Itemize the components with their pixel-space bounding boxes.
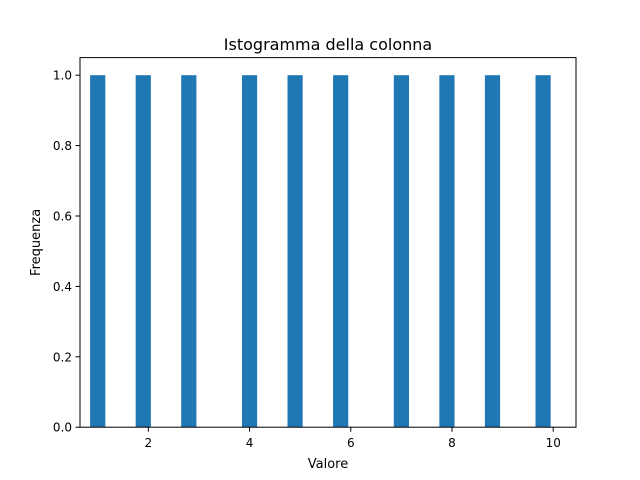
bars-group: [90, 75, 551, 428]
histogram-bar-5: [287, 75, 303, 428]
histogram-bar-1: [90, 75, 106, 428]
y-tick-label: 0.4: [53, 280, 72, 294]
y-ticks: 0.0 0.2 0.4 0.6 0.8 1.0: [53, 69, 80, 435]
histogram-bar-4: [241, 75, 258, 428]
histogram-bar-7: [393, 75, 409, 428]
histogram-bar-10: [535, 75, 551, 428]
y-tick-label: 0.6: [53, 210, 72, 224]
histogram-bar-2: [135, 75, 151, 428]
y-axis-label: Frequenza: [29, 209, 44, 276]
y-tick-label: 0.8: [53, 139, 72, 153]
histogram-bar-8: [439, 75, 455, 428]
histogram-bar-6: [333, 75, 349, 428]
x-tick-label: 6: [347, 436, 355, 450]
y-tick-label: 1.0: [53, 69, 72, 83]
x-tick-label: 10: [546, 436, 561, 450]
x-ticks: 2 4 6 8 10: [145, 427, 561, 450]
y-tick-label: 0.0: [53, 421, 72, 435]
x-tick-label: 8: [448, 436, 456, 450]
histogram-bar-3: [181, 75, 197, 428]
y-tick-label: 0.2: [53, 350, 72, 364]
histogram-bar-9: [484, 75, 501, 428]
chart-title: Istogramma della colonna: [224, 35, 432, 54]
x-tick-label: 2: [145, 436, 153, 450]
plot-frame: [79, 57, 577, 428]
x-axis-label: Valore: [308, 457, 348, 472]
x-tick-label: 4: [246, 436, 254, 450]
